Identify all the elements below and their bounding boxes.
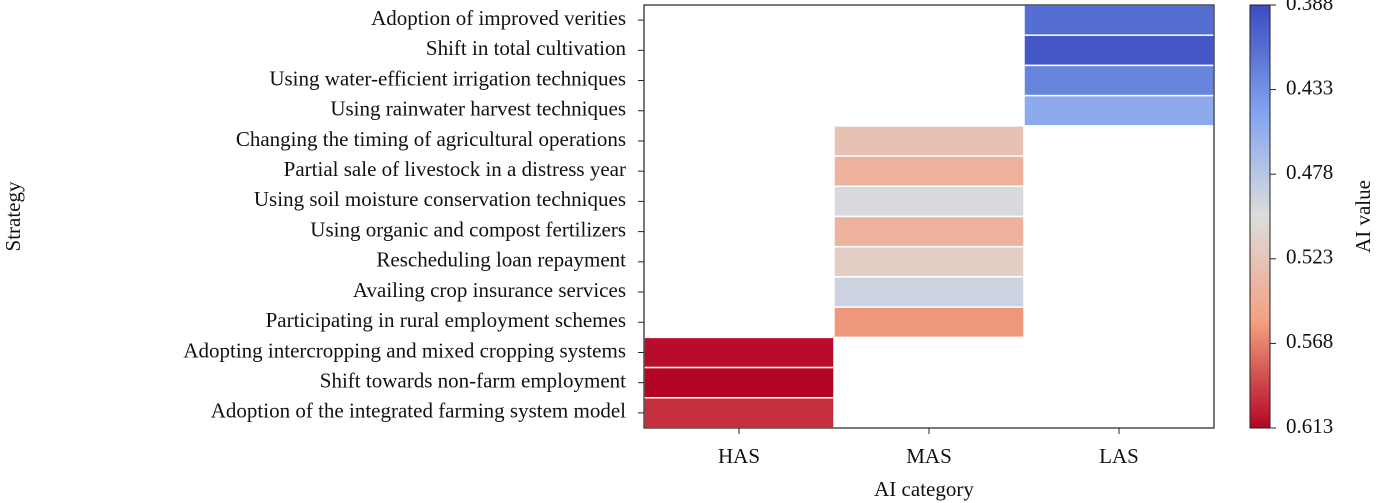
heatmap-cells (643, 4, 1215, 429)
colorbar-tick-label: 0.523 (1286, 245, 1333, 269)
heatmap-cell (643, 336, 835, 369)
y-tick-label: Shift in total cultivation (426, 36, 627, 60)
y-tick-label: Using soil moisture conservation techniq… (254, 187, 626, 211)
heatmap-cell (833, 245, 1025, 278)
y-axis-title: Strategy (1, 181, 25, 251)
colorbar-tick-label: 0.478 (1286, 160, 1333, 184)
heatmap-cell (643, 397, 835, 429)
colorbar-tick-label: 0.388 (1286, 0, 1333, 15)
heatmap-cell (1023, 4, 1215, 36)
y-tick-label: Changing the timing of agricultural oper… (236, 127, 626, 151)
heatmap-cell (833, 306, 1025, 339)
y-tick-label: Adopting intercropping and mixed croppin… (183, 338, 626, 362)
y-tick-label: Shift towards non-farm employment (320, 368, 626, 392)
y-tick-label: Participating in rural employment scheme… (266, 308, 626, 332)
x-tick-label: HAS (718, 444, 760, 468)
heatmap-cell (1023, 94, 1215, 127)
y-tick-label: Using organic and compost fertilizers (310, 217, 626, 241)
colorbar-tick-label: 0.433 (1286, 75, 1333, 99)
colorbar: 0.388 0.433 0.478 0.523 0.568 0.613 AI value (1249, 0, 1375, 438)
heatmap-cell (1023, 34, 1215, 67)
y-tick-label: Adoption of the integrated farming syste… (211, 399, 626, 423)
colorbar-ticks: 0.388 0.433 0.478 0.523 0.568 0.613 (1270, 0, 1333, 438)
y-tick-label: Using rainwater harvest techniques (330, 97, 626, 121)
x-axis-title: AI category (874, 477, 974, 501)
x-axis: HAS MAS LAS (718, 428, 1139, 468)
y-tick-label: Partial sale of livestock in a distress … (284, 157, 626, 181)
heatmap-cell (1023, 64, 1215, 97)
heatmap-cell (833, 215, 1025, 248)
y-axis: Adoption of improved verities Shift in to… (183, 6, 644, 423)
colorbar-gradient (1249, 4, 1271, 429)
colorbar-tick-label: 0.613 (1286, 414, 1333, 438)
heatmap-cell (833, 155, 1025, 188)
heatmap-cell (643, 366, 835, 399)
x-tick-label: MAS (906, 444, 952, 468)
colorbar-tick-label: 0.568 (1286, 329, 1333, 353)
y-tick-label: Availing crop insurance services (353, 278, 626, 302)
heatmap-cell (833, 185, 1025, 218)
y-tick-label: Rescheduling loan repayment (376, 248, 626, 272)
heatmap-cell (833, 276, 1025, 308)
x-tick-label: LAS (1099, 444, 1139, 468)
colorbar-title: AI value (1351, 180, 1375, 253)
y-tick-label: Adoption of improved verities (371, 6, 626, 30)
y-tick-label: Using water-efficient irrigation techniq… (269, 66, 626, 90)
heatmap-cell (833, 125, 1025, 157)
